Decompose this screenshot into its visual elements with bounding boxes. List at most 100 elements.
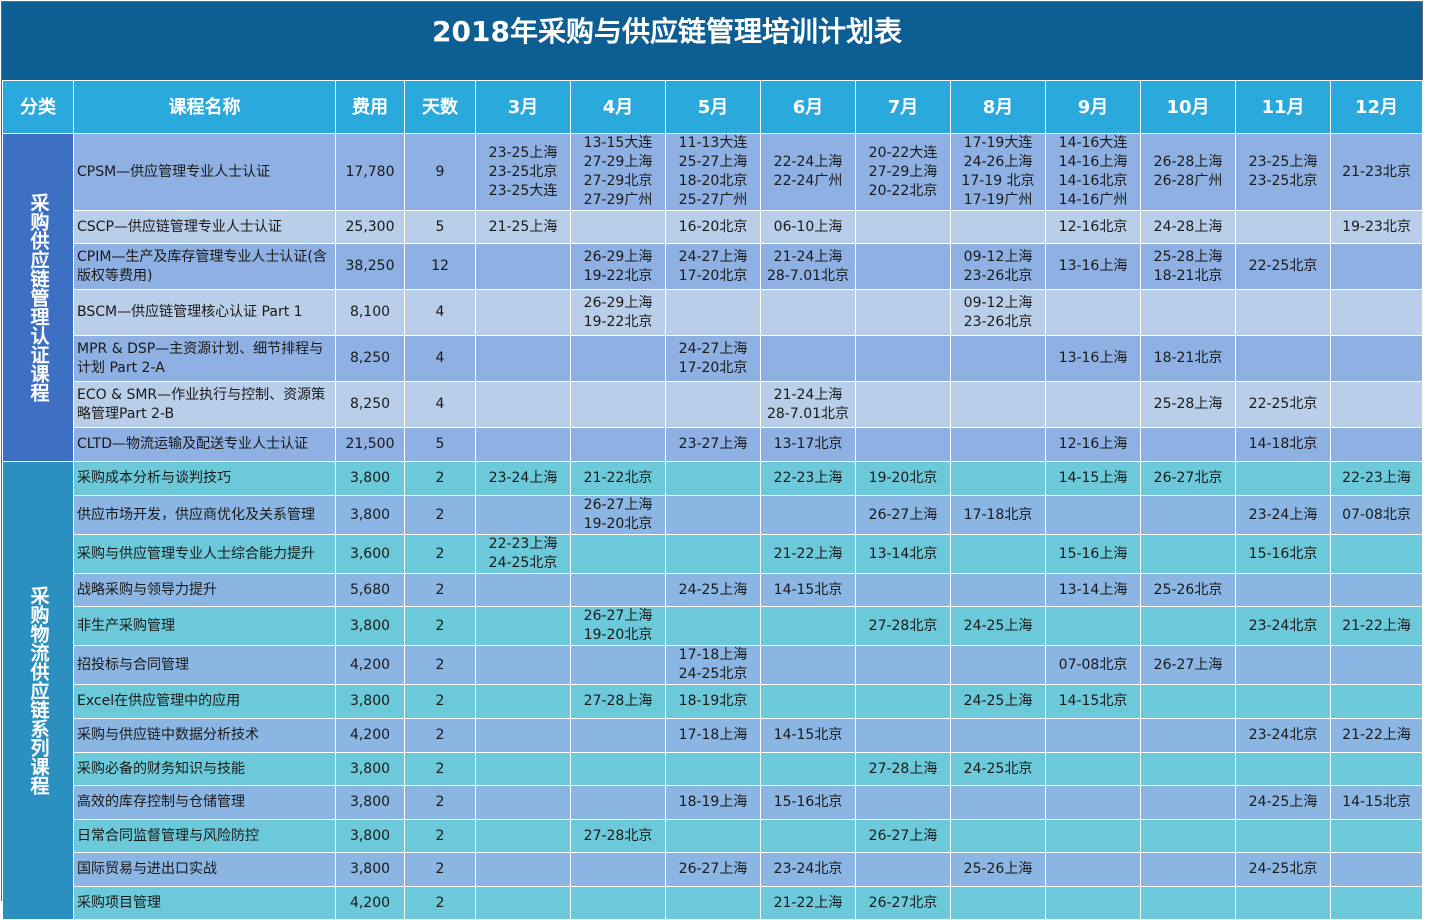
month-cell[interactable]: 21-24上海 28-7.01北京 (760, 243, 856, 290)
month-cell[interactable] (855, 335, 951, 382)
month-cell[interactable] (475, 381, 571, 428)
month-cell[interactable] (475, 785, 571, 820)
fee-cell[interactable]: 5,680 (335, 573, 405, 607)
month-cell[interactable] (1330, 335, 1423, 382)
days-cell[interactable]: 2 (404, 645, 476, 685)
month-cell[interactable] (665, 461, 761, 496)
column-header[interactable]: 7月 (855, 80, 951, 134)
month-cell[interactable]: 25-26北京 (1140, 573, 1236, 607)
month-cell[interactable] (665, 534, 761, 574)
column-header[interactable]: 11月 (1235, 80, 1331, 134)
month-cell[interactable] (475, 335, 571, 382)
month-cell[interactable] (950, 335, 1046, 382)
month-cell[interactable] (950, 886, 1046, 920)
month-cell[interactable]: 20-22大连 27-29上海 20-22北京 (855, 133, 951, 211)
month-cell[interactable] (1330, 573, 1423, 607)
course-name-cell[interactable]: 采购项目管理 (73, 886, 336, 920)
month-cell[interactable] (950, 534, 1046, 574)
column-header[interactable]: 分类 (2, 80, 74, 134)
month-cell[interactable] (950, 381, 1046, 428)
course-name-cell[interactable]: CSCP—供应链管理专业人士认证 (73, 210, 336, 244)
month-cell[interactable] (1045, 718, 1141, 753)
column-header[interactable]: 课程名称 (73, 80, 336, 134)
month-cell[interactable] (570, 210, 666, 244)
days-cell[interactable]: 2 (404, 495, 476, 535)
month-cell[interactable] (475, 645, 571, 685)
month-cell[interactable] (1045, 495, 1141, 535)
month-cell[interactable] (1140, 684, 1236, 719)
course-name-cell[interactable]: CPIM—生产及库存管理专业人士认证(含版权等费用) (73, 243, 336, 290)
month-cell[interactable] (1140, 534, 1236, 574)
course-name-cell[interactable]: 高效的库存控制与仓储管理 (73, 785, 336, 820)
month-cell[interactable] (855, 427, 951, 462)
month-cell[interactable] (1235, 684, 1331, 719)
days-cell[interactable]: 2 (404, 752, 476, 786)
month-cell[interactable] (855, 210, 951, 244)
days-cell[interactable]: 2 (404, 684, 476, 719)
month-cell[interactable]: 23-27上海 (665, 427, 761, 462)
month-cell[interactable]: 13-16上海 (1045, 243, 1141, 290)
month-cell[interactable]: 14-15北京 (760, 573, 856, 607)
month-cell[interactable]: 17-18上海 24-25北京 (665, 645, 761, 685)
fee-cell[interactable]: 3,800 (335, 852, 405, 887)
course-name-cell[interactable]: CPSM—供应管理专业人士认证 (73, 133, 336, 211)
month-cell[interactable] (855, 243, 951, 290)
month-cell[interactable] (1330, 645, 1423, 685)
days-cell[interactable]: 2 (404, 819, 476, 853)
month-cell[interactable]: 27-28上海 (855, 752, 951, 786)
course-name-cell[interactable]: 日常合同监督管理与风险防控 (73, 819, 336, 853)
month-cell[interactable] (475, 752, 571, 786)
month-cell[interactable]: 13-14北京 (855, 534, 951, 574)
month-cell[interactable]: 23-24上海 (1235, 495, 1331, 535)
fee-cell[interactable]: 4,200 (335, 645, 405, 685)
month-cell[interactable]: 21-22上海 (1330, 718, 1423, 753)
month-cell[interactable] (570, 427, 666, 462)
month-cell[interactable] (950, 427, 1046, 462)
month-cell[interactable] (1140, 852, 1236, 887)
month-cell[interactable]: 26-29上海 19-22北京 (570, 243, 666, 290)
month-cell[interactable] (1330, 381, 1423, 428)
days-cell[interactable]: 9 (404, 133, 476, 211)
month-cell[interactable] (1140, 752, 1236, 786)
month-cell[interactable] (1140, 785, 1236, 820)
fee-cell[interactable]: 3,600 (335, 534, 405, 574)
month-cell[interactable]: 12-16北京 (1045, 210, 1141, 244)
month-cell[interactable]: 26-27上海 (1140, 645, 1236, 685)
month-cell[interactable] (1045, 785, 1141, 820)
course-name-cell[interactable]: BSCM—供应链管理核心认证 Part 1 (73, 289, 336, 336)
month-cell[interactable] (665, 752, 761, 786)
month-cell[interactable]: 26-27上海 (855, 819, 951, 853)
month-cell[interactable] (1235, 819, 1331, 853)
month-cell[interactable] (570, 645, 666, 685)
month-cell[interactable]: 11-13大连 25-27上海 18-20北京 25-27广州 (665, 133, 761, 211)
month-cell[interactable] (1235, 289, 1331, 336)
month-cell[interactable]: 24-25上海 (950, 606, 1046, 646)
month-cell[interactable] (760, 684, 856, 719)
days-cell[interactable]: 2 (404, 785, 476, 820)
month-cell[interactable] (1140, 289, 1236, 336)
month-cell[interactable]: 22-23上海 (1330, 461, 1423, 496)
month-cell[interactable]: 14-15北京 (1045, 684, 1141, 719)
month-cell[interactable]: 26-27上海 19-20北京 (570, 606, 666, 646)
course-name-cell[interactable]: Excel在供应管理中的应用 (73, 684, 336, 719)
course-name-cell[interactable]: 国际贸易与进出口实战 (73, 852, 336, 887)
column-header[interactable]: 12月 (1330, 80, 1423, 134)
month-cell[interactable] (570, 718, 666, 753)
days-cell[interactable]: 2 (404, 606, 476, 646)
fee-cell[interactable]: 3,800 (335, 819, 405, 853)
month-cell[interactable] (570, 335, 666, 382)
month-cell[interactable]: 16-20北京 (665, 210, 761, 244)
month-cell[interactable] (1235, 645, 1331, 685)
fee-cell[interactable]: 8,100 (335, 289, 405, 336)
month-cell[interactable] (855, 381, 951, 428)
month-cell[interactable] (1235, 335, 1331, 382)
month-cell[interactable] (665, 606, 761, 646)
fee-cell[interactable]: 3,800 (335, 495, 405, 535)
month-cell[interactable]: 17-18北京 (950, 495, 1046, 535)
month-cell[interactable]: 13-17北京 (760, 427, 856, 462)
month-cell[interactable] (665, 381, 761, 428)
month-cell[interactable] (760, 289, 856, 336)
month-cell[interactable] (570, 534, 666, 574)
month-cell[interactable] (1235, 752, 1331, 786)
column-header[interactable]: 3月 (475, 80, 571, 134)
